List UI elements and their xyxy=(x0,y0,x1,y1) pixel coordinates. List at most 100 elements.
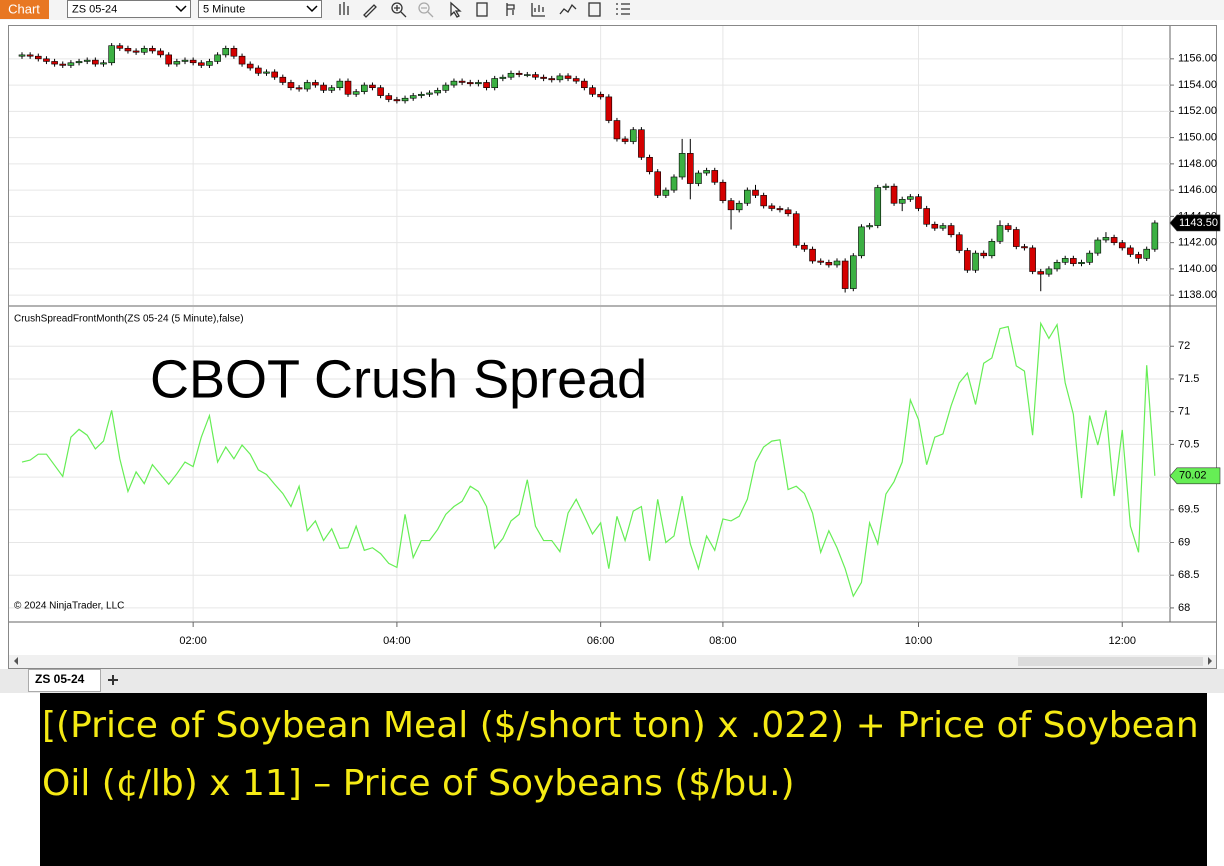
candle-body xyxy=(597,93,604,98)
candle-body xyxy=(523,74,531,76)
candle-body xyxy=(817,260,825,263)
zoom-out-icon[interactable] xyxy=(421,7,434,18)
candle-body xyxy=(825,262,833,266)
candle-body xyxy=(499,76,507,79)
candle-body xyxy=(108,45,115,64)
x-tick-label: 08:00 xyxy=(709,635,737,647)
y-tick-label: 1156.00 xyxy=(1178,53,1217,65)
candle-body xyxy=(83,59,91,62)
instrument-select[interactable] xyxy=(67,0,191,18)
dropdown-arrow[interactable] xyxy=(175,5,187,13)
candle-body xyxy=(638,129,645,158)
dropdown-arrow[interactable] xyxy=(306,5,318,13)
toolbar-icons[interactable] xyxy=(339,1,630,18)
scrollbar-thumb[interactable] xyxy=(1018,657,1203,666)
data-box-icon[interactable] xyxy=(476,2,488,17)
candle-body xyxy=(59,63,67,66)
candle-body xyxy=(613,120,621,140)
candle-body xyxy=(1094,239,1102,254)
candle-body xyxy=(279,76,287,83)
candle-body xyxy=(43,58,50,62)
candle-body xyxy=(858,226,865,257)
strategies-icon[interactable] xyxy=(559,3,577,15)
candle-body xyxy=(809,248,816,262)
templates-icon[interactable] xyxy=(588,2,601,17)
instrument-select-label[interactable]: ZS 05-24 xyxy=(72,3,117,15)
candle-body xyxy=(124,48,132,52)
candle-body xyxy=(955,234,963,251)
y-tick-label: 70.5 xyxy=(1178,438,1199,450)
y-tick-label: 1140.00 xyxy=(1178,263,1217,275)
zoom-in-icon[interactable] xyxy=(391,2,403,14)
candle-body xyxy=(703,170,710,174)
candle-body xyxy=(271,71,278,78)
add-tab[interactable] xyxy=(108,675,118,685)
candle-body xyxy=(1053,262,1061,270)
candle-body xyxy=(719,181,727,201)
last-value-tag xyxy=(1169,214,1221,232)
candle-body xyxy=(442,84,450,91)
candle-body xyxy=(1118,242,1126,249)
draw-icon[interactable] xyxy=(363,4,377,18)
candle-body xyxy=(238,55,246,65)
candle-body xyxy=(1037,271,1045,275)
candle-body xyxy=(556,75,564,81)
bars-icon[interactable] xyxy=(339,2,349,15)
candle-body xyxy=(157,50,164,56)
candle-body xyxy=(849,255,857,289)
interval-select[interactable] xyxy=(198,0,322,18)
candle-body xyxy=(1004,225,1012,230)
candle-body xyxy=(51,61,58,65)
candle-body xyxy=(629,129,637,142)
candle-body xyxy=(686,153,694,184)
zoom-in-icon[interactable] xyxy=(394,5,407,18)
candle-body xyxy=(866,225,873,228)
candle-body xyxy=(320,84,327,91)
y-tick-label: 68.5 xyxy=(1178,569,1199,581)
zoom-out-icon[interactable] xyxy=(418,2,430,14)
candle-body xyxy=(181,59,189,62)
candle-body xyxy=(915,196,922,209)
candle-body xyxy=(475,82,482,85)
y-tick-label: 68 xyxy=(1178,602,1190,614)
properties-icon[interactable] xyxy=(506,3,515,16)
tab-label[interactable]: ZS 05-24 xyxy=(35,672,85,686)
candle-body xyxy=(532,74,539,78)
candle-body xyxy=(678,153,686,178)
candle-body xyxy=(1045,268,1053,275)
candle-body xyxy=(377,87,384,96)
interval-select-label[interactable]: 5 Minute xyxy=(203,3,245,15)
candle-body xyxy=(890,185,898,204)
candle-body xyxy=(980,252,988,257)
candle-body xyxy=(173,61,181,65)
candle-body xyxy=(466,82,474,85)
candle-body xyxy=(540,76,547,79)
candle-body xyxy=(515,72,523,75)
candle-body xyxy=(833,260,841,266)
scrollbar[interactable] xyxy=(9,655,1216,668)
tab[interactable] xyxy=(28,669,101,692)
indicators-icon[interactable] xyxy=(531,3,545,17)
candle-body xyxy=(931,223,939,229)
candle-body xyxy=(760,195,767,207)
candle-body xyxy=(898,199,906,204)
candle-body xyxy=(988,241,996,257)
candle-body xyxy=(548,78,556,81)
candle-body xyxy=(352,91,360,95)
candle-body xyxy=(646,156,653,173)
candle-body xyxy=(1061,258,1069,263)
indicator-line xyxy=(21,321,1156,598)
x-tick-label: 06:00 xyxy=(587,635,615,647)
candle-body xyxy=(841,260,849,289)
chart-button[interactable] xyxy=(0,0,49,19)
menu-icon[interactable] xyxy=(616,3,630,15)
candle-body xyxy=(874,187,882,226)
candle-body xyxy=(907,196,914,200)
candle-body xyxy=(206,61,213,66)
chart-button-label[interactable]: Chart xyxy=(8,1,40,16)
pointer-icon[interactable] xyxy=(450,1,462,18)
candle-body xyxy=(295,87,303,90)
y-tick-label: 1152.00 xyxy=(1178,105,1217,117)
candle-body xyxy=(572,78,580,82)
candle-body xyxy=(165,54,172,65)
